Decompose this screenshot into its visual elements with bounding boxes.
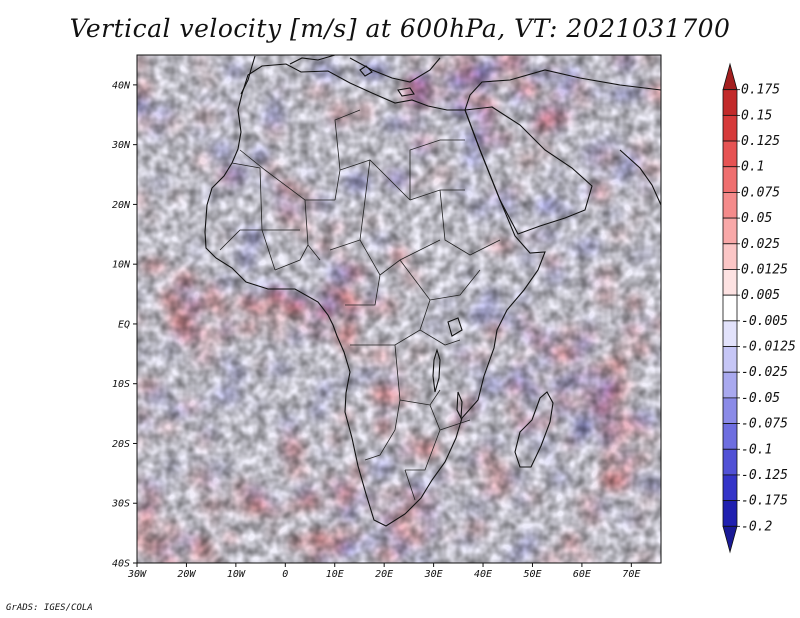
lake-victoria: [447, 317, 463, 337]
grads-credit: GrADS: IGES/COLA: [6, 603, 93, 613]
colorbar-label: -0.2: [741, 519, 772, 534]
colorbar-bin: [722, 294, 738, 322]
lat-tick-marks: [133, 84, 137, 564]
colorbar-bin: [722, 243, 738, 270]
colorbar-bin: [722, 371, 738, 399]
colorbar-label: 0.1: [741, 160, 764, 175]
colorbar-label: 0.075: [741, 185, 780, 200]
colorbar-bin: [722, 114, 738, 142]
field-layer: [137, 55, 661, 563]
axes-layer: 40N 30N 20N 10N EQ 10S 20S 30S 40S 30W 20W 10W 0 10E…: [111, 54, 662, 580]
colorbar-bin: [722, 346, 738, 373]
colorbar-label: -0.175: [741, 494, 788, 509]
middle-east-coast: [464, 69, 662, 111]
country-borders: [219, 109, 501, 501]
plot-frame: [136, 54, 662, 564]
colorbar-bin: [722, 166, 738, 193]
colorbar-bin: [722, 140, 738, 168]
colorbar-label: 0.15: [741, 108, 772, 123]
colorbar-label: 0.125: [741, 134, 780, 149]
lat-tick-label: 20N: [112, 200, 131, 211]
colorbar-label: -0.0125: [741, 340, 796, 355]
lat-tick-label: 40N: [112, 80, 131, 91]
colorbar-bin: [722, 269, 738, 296]
colorbar-bin: [722, 217, 738, 245]
lon-tick-label: 30W: [127, 569, 147, 580]
mediterranean-islands: [359, 65, 415, 97]
india-coast: [619, 149, 662, 206]
madagascar: [514, 391, 554, 468]
lon-tick-label: 30E: [424, 569, 443, 580]
colorbar-label: -0.05: [741, 391, 780, 406]
colorbar-bin: [722, 192, 738, 219]
colorbar-bin: [722, 62, 738, 91]
lon-tick-label: 10W: [227, 569, 246, 580]
lat-tick-label: 10N: [112, 260, 131, 271]
colorbar-label: 0.05: [741, 211, 772, 226]
lon-tick-label: 0: [282, 569, 288, 580]
lat-tick-label: EQ: [118, 319, 130, 330]
chart-title: Vertical velocity [m/s] at 600hPa, VT: 2…: [69, 14, 731, 43]
lat-tick-label: 30S: [111, 499, 130, 510]
lon-tick-label: 60E: [573, 569, 591, 580]
colorbar-label: 0.175: [741, 83, 780, 98]
lon-tick-marks: [136, 563, 632, 567]
colorbar-bin: [722, 320, 738, 347]
lat-tick-label: 40S: [112, 559, 130, 570]
field-texture: [137, 55, 661, 563]
lon-tick-label: 20W: [177, 569, 196, 580]
colorbar-bin: [722, 474, 738, 502]
colorbar-label: -0.005: [741, 314, 788, 329]
lon-tick-label: 50E: [523, 569, 541, 580]
colorbar-label: -0.125: [741, 468, 788, 483]
arabian-peninsula: [464, 106, 593, 235]
colorbar-bin: [722, 500, 738, 527]
colorbar-bin: [722, 423, 738, 450]
colorbar-label: 0.0125: [741, 262, 788, 277]
lat-tick-label: 20S: [112, 439, 130, 450]
colorbar-bin: [722, 448, 738, 476]
colorbar-label: 0.025: [741, 237, 780, 252]
coastlines-and-borders: [204, 54, 662, 527]
lat-tick-label: 10S: [112, 379, 130, 390]
colorbar-label: -0.075: [741, 417, 788, 432]
lake-tanganyika: [432, 348, 441, 393]
border-lines: [219, 109, 501, 501]
colorbar: 0.175 0.15 0.125 0.1 0.075 0.05 0.025 0.0125 0.0…: [722, 62, 796, 554]
colorbar-label: -0.1: [741, 442, 772, 457]
colorbar-bin: [722, 397, 738, 424]
lake-malawi: [456, 391, 463, 421]
colorbar-label: -0.025: [741, 365, 788, 380]
lon-tick-label: 70E: [622, 569, 640, 580]
lat-tick-label: 30N: [111, 140, 131, 151]
lon-tick-label: 20E: [375, 569, 393, 580]
colorbar-bin: [722, 89, 738, 116]
lon-tick-label: 10E: [326, 569, 344, 580]
africa-coastline: [204, 63, 546, 527]
lat-tick-labels: 40N 30N 20N 10N EQ 10S 20S 30S 40S: [111, 80, 131, 569]
lon-tick-label: 40E: [474, 569, 492, 580]
lon-tick-labels: 30W 20W 10W 0 10E 20E 30E 40E 50E 60E 70E: [127, 569, 640, 580]
colorbar-bin: [722, 525, 738, 554]
colorbar-label: 0.005: [741, 288, 780, 303]
